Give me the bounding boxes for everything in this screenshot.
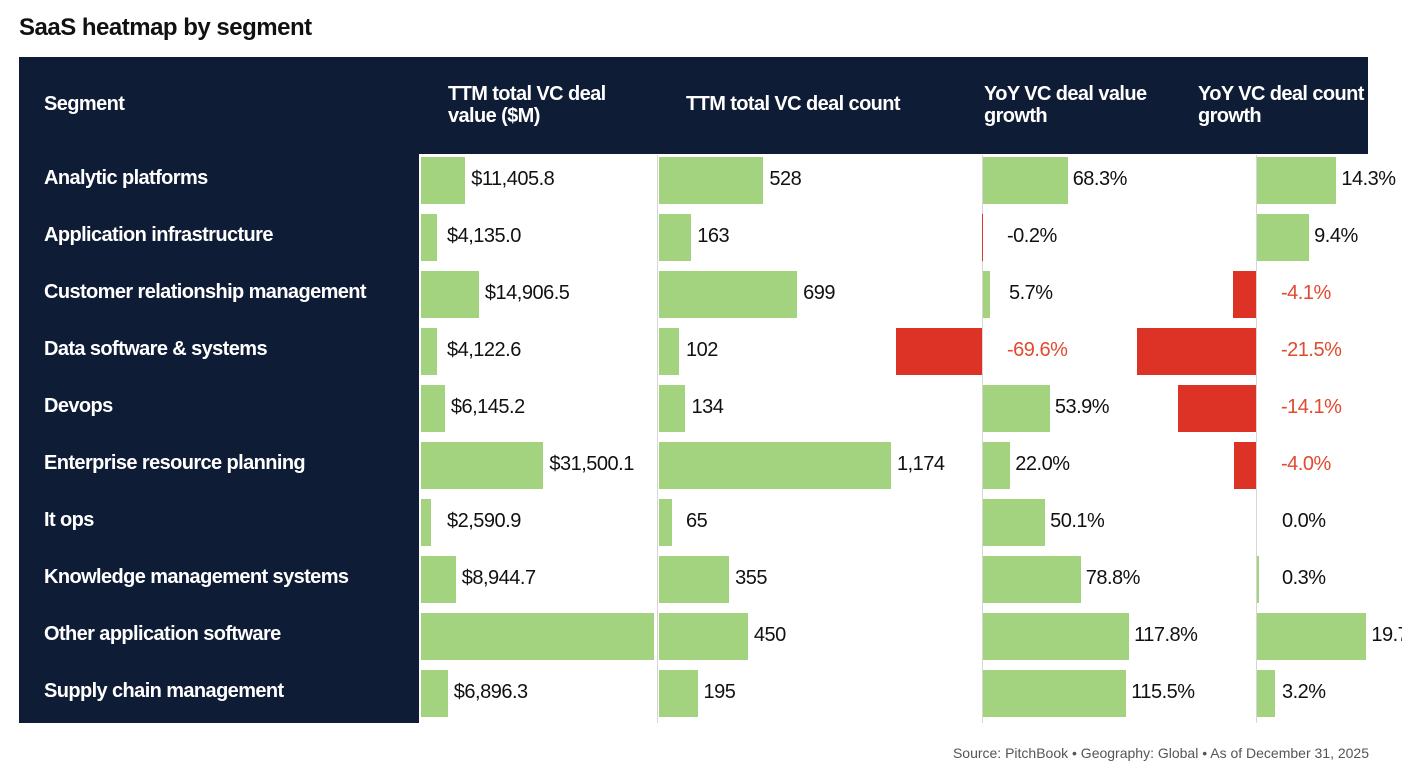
value-growth-bar xyxy=(983,613,1130,660)
value-growth-bar xyxy=(983,385,1050,432)
deal-value-bar xyxy=(421,157,466,204)
count-growth-label: 19.7% xyxy=(1371,624,1402,646)
value-growth-bar xyxy=(983,157,1068,204)
value-growth-label: 117.8% xyxy=(1134,624,1198,646)
count-growth-label: -4.1% xyxy=(1281,282,1331,304)
header-segment: Segment xyxy=(44,93,125,115)
header-deal-count: TTM total VC deal count xyxy=(686,93,901,115)
count-growth-zero-axis xyxy=(1256,155,1257,723)
deal-count-bar xyxy=(659,385,686,432)
count-growth-label: -4.0% xyxy=(1281,453,1331,475)
count-growth-bar xyxy=(1233,271,1256,318)
deal-value-bar xyxy=(421,214,438,261)
deal-value-bar xyxy=(421,670,448,717)
header-row xyxy=(19,57,1368,154)
chart-title: SaaS heatmap by segment xyxy=(19,14,312,41)
deal-count-label: 528 xyxy=(769,168,802,190)
deal-count-bar xyxy=(659,556,730,603)
value-growth-label: -0.2% xyxy=(1007,225,1057,247)
count-growth-bar xyxy=(1177,385,1256,432)
deal-value-bar xyxy=(421,442,544,489)
count-growth-label: 0.3% xyxy=(1282,567,1326,589)
deal-count-bar xyxy=(659,613,748,660)
value-growth-label: 53.9% xyxy=(1054,396,1110,418)
count-growth-label: -21.5% xyxy=(1281,339,1342,361)
count-growth-bar xyxy=(1257,157,1337,204)
deal-count-bar xyxy=(659,442,891,489)
deal-value-label: $8,944.7 xyxy=(461,567,536,589)
deal-value-label: $11,405.8 xyxy=(471,168,555,190)
column-divider xyxy=(657,155,658,723)
deal-count-label: 195 xyxy=(703,681,736,703)
deal-value-label: $14,906.5 xyxy=(484,282,570,304)
deal-count-label: 1,174 xyxy=(897,453,945,475)
segment-label: Data software & systems xyxy=(44,338,268,360)
count-growth-label: -14.1% xyxy=(1281,396,1342,418)
deal-count-bar xyxy=(659,271,798,318)
segment-label: Devops xyxy=(44,395,113,417)
value-growth-bar xyxy=(983,442,1011,489)
count-growth-label: 9.4% xyxy=(1314,225,1358,247)
count-growth-bar xyxy=(1257,670,1275,717)
value-growth-label: 5.7% xyxy=(1009,282,1053,304)
deal-value-label: $6,896.3 xyxy=(453,681,528,703)
count-growth-bar xyxy=(1257,556,1259,603)
deal-count-bar xyxy=(659,214,692,261)
value-growth-bar xyxy=(983,556,1081,603)
header-count-growth: YoY VC deal count growth xyxy=(1198,83,1364,127)
deal-value-bar xyxy=(421,328,438,375)
value-growth-label: 22.0% xyxy=(1015,453,1070,475)
value-growth-bar xyxy=(983,670,1127,717)
value-growth-label: 115.5% xyxy=(1131,681,1195,703)
deal-value-label: $4,122.6 xyxy=(447,339,521,361)
segment-label: Enterprise resource planning xyxy=(44,452,306,474)
segment-label: Application infrastructure xyxy=(44,224,273,246)
count-growth-label: 3.2% xyxy=(1282,681,1326,703)
value-growth-zero-axis xyxy=(982,155,983,723)
deal-value-bar xyxy=(421,613,654,660)
value-growth-bar xyxy=(895,328,982,375)
deal-value-label: $4,135.0 xyxy=(447,225,521,247)
value-growth-label: 68.3% xyxy=(1072,168,1128,190)
value-growth-bar xyxy=(983,499,1046,546)
deal-count-bar xyxy=(659,328,680,375)
value-growth-label: 78.8% xyxy=(1085,567,1141,589)
deal-count-label: 699 xyxy=(803,282,835,304)
deal-count-label: 102 xyxy=(686,339,718,361)
count-growth-label: 14.3% xyxy=(1341,168,1396,190)
deal-count-label: 65 xyxy=(686,510,708,532)
deal-value-bar xyxy=(421,499,432,546)
count-growth-bar xyxy=(1136,328,1256,375)
deal-value-bar xyxy=(421,271,479,318)
deal-count-label: 163 xyxy=(697,225,730,247)
header-deal-value: TTM total VC deal value ($M) xyxy=(448,83,606,127)
count-growth-bar xyxy=(1257,214,1310,261)
segment-label: Other application software xyxy=(44,623,281,645)
deal-count-label: 134 xyxy=(691,396,724,418)
deal-count-label: 355 xyxy=(735,567,768,589)
value-growth-label: 50.1% xyxy=(1050,510,1105,532)
source-footer: Source: PitchBook • Geography: Global • … xyxy=(952,745,1369,761)
segment-column-background xyxy=(19,57,419,723)
count-growth-bar xyxy=(1257,613,1367,660)
value-growth-label: -69.6% xyxy=(1007,339,1068,361)
value-growth-bar xyxy=(983,271,991,318)
segment-label: Supply chain management xyxy=(44,680,284,702)
deal-value-bar xyxy=(421,556,456,603)
deal-value-label: $31,500.1 xyxy=(549,453,634,475)
deal-count-bar xyxy=(659,157,764,204)
count-growth-label: 0.0% xyxy=(1282,510,1326,532)
count-growth-bar xyxy=(1233,442,1256,489)
segment-label: Customer relationship management xyxy=(44,281,367,303)
deal-count-bar xyxy=(659,499,672,546)
header-value-growth: YoY VC deal value growth xyxy=(984,83,1147,127)
deal-count-label: 450 xyxy=(753,624,786,646)
deal-value-label: $2,590.9 xyxy=(447,510,521,532)
deal-value-bar xyxy=(421,385,445,432)
segment-label: Analytic platforms xyxy=(44,167,208,189)
deal-count-bar xyxy=(659,670,698,717)
segment-label: Knowledge management systems xyxy=(44,566,349,588)
deal-value-label: $6,145.2 xyxy=(450,396,525,418)
segment-label: It ops xyxy=(44,509,94,531)
